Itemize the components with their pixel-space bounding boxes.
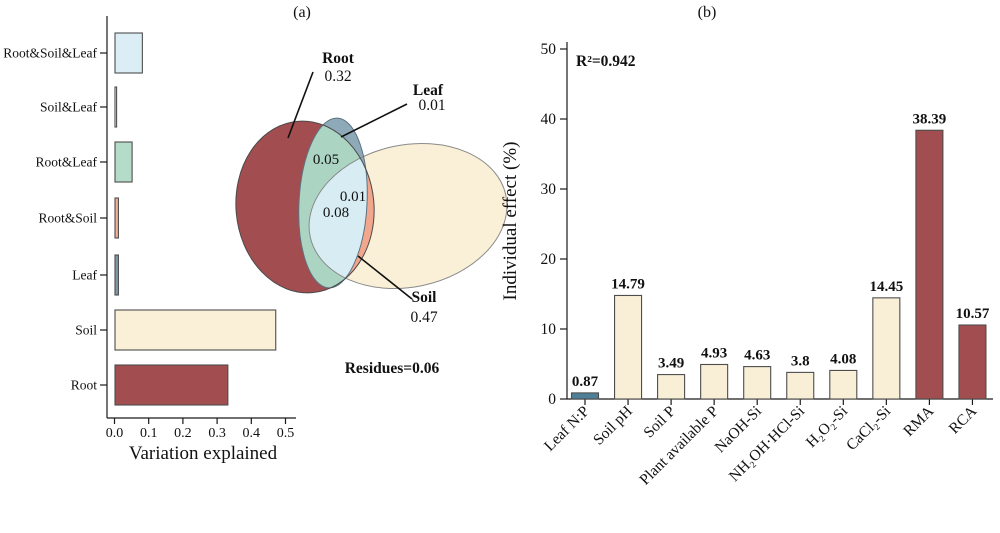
category-label: Leaf	[72, 268, 97, 283]
individual-effect-bar-chart: 0 10 20 30 40 50 Individual effect (%) R²=0.942…	[500, 41, 993, 488]
bar-Soil pH	[613, 294, 643, 400]
venn-set-name: Leaf	[413, 82, 444, 99]
residues-label: Residues=0.06	[345, 360, 440, 377]
venn-overlap-value: 0.01	[340, 189, 366, 205]
y-axis-title: Individual effect (%)	[500, 142, 521, 301]
bar-NH₂OH·HCl-Si	[786, 371, 815, 400]
bar-NaOH-Si	[743, 366, 772, 400]
bar-value-label: 4.93	[701, 345, 727, 361]
category-label: Root	[71, 378, 98, 393]
x-axis-title: Variation explained	[129, 443, 278, 464]
soil-outline	[308, 143, 508, 289]
bar-CaCl₂-Si	[872, 297, 901, 400]
bar-Soil	[114, 309, 277, 351]
venn-overlap-value: 0.05	[313, 152, 339, 168]
category-label: RCA	[946, 402, 981, 437]
venn-set-value: 0.01	[418, 97, 445, 114]
variation-partition-venn-diagram: Root0.32Leaf0.01Soil0.470.050.010.08Resi…	[235, 50, 508, 377]
leaf-pointer-line	[340, 103, 408, 138]
bar-value-label: 10.57	[956, 306, 990, 322]
bar-value-label: 14.79	[611, 276, 645, 292]
category-label: RMA	[900, 402, 938, 440]
venn-overlap-value: 0.08	[323, 205, 349, 221]
bar-value-label: 14.45	[869, 279, 903, 295]
bar-Root	[114, 364, 229, 406]
bar-value-label: 4.63	[744, 348, 770, 364]
category-label: Root&Leaf	[36, 155, 98, 170]
category-label: Soil	[75, 323, 97, 338]
bar-Root&Soil	[114, 197, 119, 239]
category-label: Soil&Leaf	[40, 100, 97, 115]
x-tick-label: 0.3	[208, 426, 226, 441]
bar-RMA	[915, 129, 944, 400]
bar-Soil&Leaf	[114, 86, 118, 128]
panel-b-label: (b)	[698, 4, 717, 21]
bar-value-label: 4.08	[830, 351, 856, 367]
category-label: Leaf N:P	[541, 403, 593, 455]
y-tick-label: 0	[548, 391, 556, 408]
soil-pointer-line	[357, 255, 413, 300]
y-tick-label: 20	[541, 251, 557, 268]
category-label: Root&Soil&Leaf	[3, 46, 97, 61]
category-label: NH₂OH·HCl-Si	[726, 402, 809, 485]
bar-Leaf N:P	[570, 392, 600, 400]
bar-Root&Soil&Leaf	[114, 32, 143, 74]
venn-set-value: 0.32	[324, 68, 351, 85]
y-tick-label: 50	[541, 41, 557, 58]
category-label: Soil P	[640, 403, 679, 442]
bar-Soil P	[657, 374, 686, 400]
variation-explained-bar-chart: 0.0 0.1 0.2 0.3 0.4 0.5 Variation explained Roo…	[3, 16, 296, 464]
category-label: Soil pH	[590, 403, 636, 449]
venn-set-value: 0.47	[410, 309, 437, 326]
root-outline	[235, 120, 375, 294]
y-tick-label: 10	[541, 321, 557, 338]
venn-set-name: Root	[322, 50, 355, 67]
category-label: Plant available P	[636, 403, 722, 489]
x-tick-label: 0.0	[106, 426, 124, 441]
r-squared-annotation: R²=0.942	[576, 53, 636, 70]
category-label: Root&Soil	[38, 211, 97, 226]
x-tick-label: 0.1	[140, 426, 158, 441]
venn-set-name: Soil	[412, 289, 438, 306]
x-tick-label: 0.2	[174, 426, 192, 441]
bar-value-label: 3.8	[791, 353, 810, 369]
bar-RCA	[958, 324, 987, 400]
y-tick-label: 40	[541, 111, 557, 128]
bar-H₂O₂-Si	[829, 369, 858, 400]
x-tick-label: 0.5	[277, 426, 295, 441]
bar-Leaf	[114, 254, 119, 296]
panel-a-label: (a)	[293, 4, 311, 21]
y-tick-label: 30	[541, 181, 557, 198]
leaf-outline	[298, 117, 368, 289]
bar-value-label: 3.49	[658, 356, 684, 372]
bar-value-label: 0.87	[572, 374, 599, 390]
x-tick-label: 0.4	[243, 426, 261, 441]
bar-Root&Leaf	[114, 141, 133, 183]
category-label: CaCl₂-Si	[843, 402, 895, 454]
root-pointer-line	[287, 71, 314, 139]
bar-value-label: 38.39	[913, 111, 947, 127]
bar-Plant available P	[700, 363, 729, 400]
